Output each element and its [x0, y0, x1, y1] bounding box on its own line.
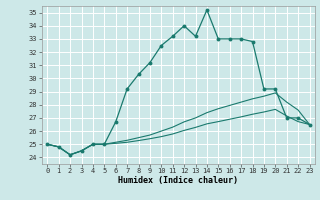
X-axis label: Humidex (Indice chaleur): Humidex (Indice chaleur): [118, 176, 238, 185]
